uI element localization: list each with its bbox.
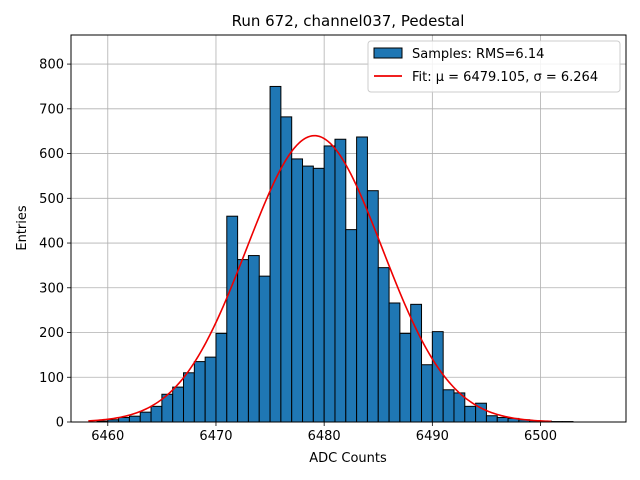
- histogram-bar: [193, 361, 206, 423]
- histogram-bar: [237, 259, 249, 423]
- y-tick-label: 0: [56, 416, 64, 431]
- chart-title: Run 672, channel037, Pedestal: [232, 12, 465, 30]
- y-axis-label: Entries: [15, 205, 30, 251]
- histogram-bar: [323, 145, 336, 423]
- histogram-bar: [258, 275, 271, 423]
- histogram-bar: [118, 417, 130, 423]
- plot-frame: [70, 34, 627, 423]
- x-tick-label: 6490: [416, 429, 449, 444]
- histogram-bar: [485, 415, 498, 423]
- fit-curve: [88, 134, 552, 423]
- x-tick-label: 6460: [91, 429, 124, 444]
- histogram-bar: [183, 372, 195, 423]
- y-axis-ticks: 0 100 200 300 400 500 600 700 800: [39, 58, 71, 431]
- histogram-bar: [226, 215, 239, 423]
- histogram-bar: [464, 405, 477, 423]
- histogram-bar: [204, 356, 217, 423]
- histogram-bar: [150, 405, 163, 423]
- histogram-bar: [334, 138, 347, 423]
- histogram-bar: [377, 267, 390, 423]
- histogram-bar: [302, 165, 314, 423]
- histogram-bar: [496, 417, 509, 423]
- histogram-bar: [312, 167, 325, 423]
- x-tick-label: 6480: [308, 429, 341, 444]
- histogram-bar: [128, 415, 141, 423]
- histogram-bar: [139, 411, 152, 423]
- legend-label-fit: Fit: μ = 6479.105, σ = 6.264: [412, 70, 598, 85]
- histogram-bar: [280, 116, 293, 423]
- legend-swatch-histogram: [373, 47, 403, 59]
- histogram-bar: [421, 364, 433, 423]
- histogram-bar: [399, 332, 412, 423]
- x-tick-label: 6470: [199, 429, 232, 444]
- histogram-bar: [291, 158, 304, 423]
- legend: Samples: RMS=6.14 Fit: μ = 6479.105, σ =…: [367, 40, 621, 93]
- histogram-bar: [442, 389, 455, 423]
- y-tick-label: 600: [39, 147, 64, 162]
- y-tick-label: 100: [39, 371, 64, 386]
- x-tick-label: 6500: [524, 429, 557, 444]
- legend-box: [367, 40, 621, 93]
- x-axis-ticks: 6460 6470 6480 6490 6500: [91, 422, 557, 444]
- legend-label-histogram: Samples: RMS=6.14: [412, 47, 544, 62]
- histogram-bar: [356, 136, 368, 423]
- x-axis-label: ADC Counts: [309, 451, 387, 466]
- y-tick-label: 500: [39, 192, 64, 207]
- histogram-bar: [269, 85, 282, 423]
- y-tick-label: 800: [39, 58, 64, 73]
- y-tick-label: 700: [39, 102, 64, 117]
- histogram-bar: [172, 386, 185, 423]
- y-tick-label: 400: [39, 237, 64, 252]
- histogram-bars: [96, 85, 574, 423]
- y-tick-label: 300: [39, 281, 64, 296]
- histogram-bar: [453, 392, 466, 423]
- histogram-bar: [215, 332, 228, 423]
- fit-curve-group: [88, 134, 552, 423]
- histogram-bar: [388, 302, 401, 423]
- histogram-bar: [345, 229, 358, 423]
- y-tick-label: 200: [39, 326, 64, 341]
- histogram-bar: [247, 255, 260, 423]
- histogram-bar: [431, 331, 444, 423]
